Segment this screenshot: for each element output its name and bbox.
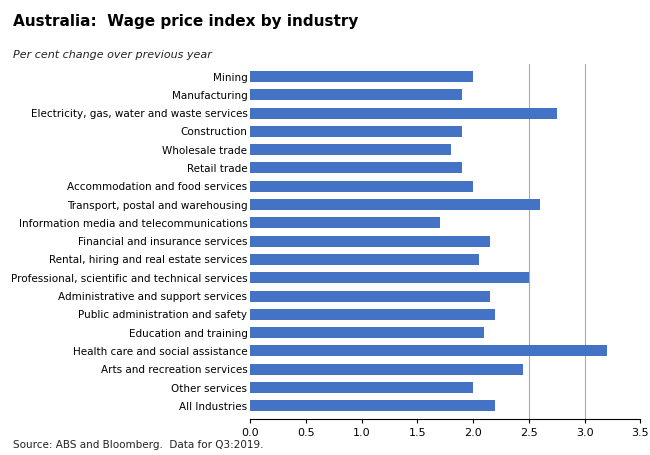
Bar: [250, 382, 473, 393]
Bar: [250, 71, 473, 82]
Bar: [250, 162, 462, 173]
Bar: [250, 272, 529, 283]
Text: Source: ABS and Bloomberg.  Data for Q3:2019.: Source: ABS and Bloomberg. Data for Q3:2…: [13, 440, 263, 450]
Text: Australia:  Wage price index by industry: Australia: Wage price index by industry: [13, 14, 358, 29]
Bar: [250, 199, 540, 210]
Bar: [250, 89, 462, 100]
Bar: [250, 291, 490, 302]
Bar: [250, 126, 462, 137]
Text: Per cent change over previous year: Per cent change over previous year: [13, 50, 212, 60]
Bar: [250, 364, 523, 375]
Bar: [250, 217, 439, 228]
Bar: [250, 236, 490, 247]
Bar: [250, 327, 484, 338]
Bar: [250, 144, 451, 155]
Bar: [250, 400, 495, 411]
Bar: [250, 345, 607, 356]
Bar: [250, 254, 478, 265]
Bar: [250, 107, 556, 119]
Bar: [250, 309, 495, 320]
Bar: [250, 181, 473, 192]
